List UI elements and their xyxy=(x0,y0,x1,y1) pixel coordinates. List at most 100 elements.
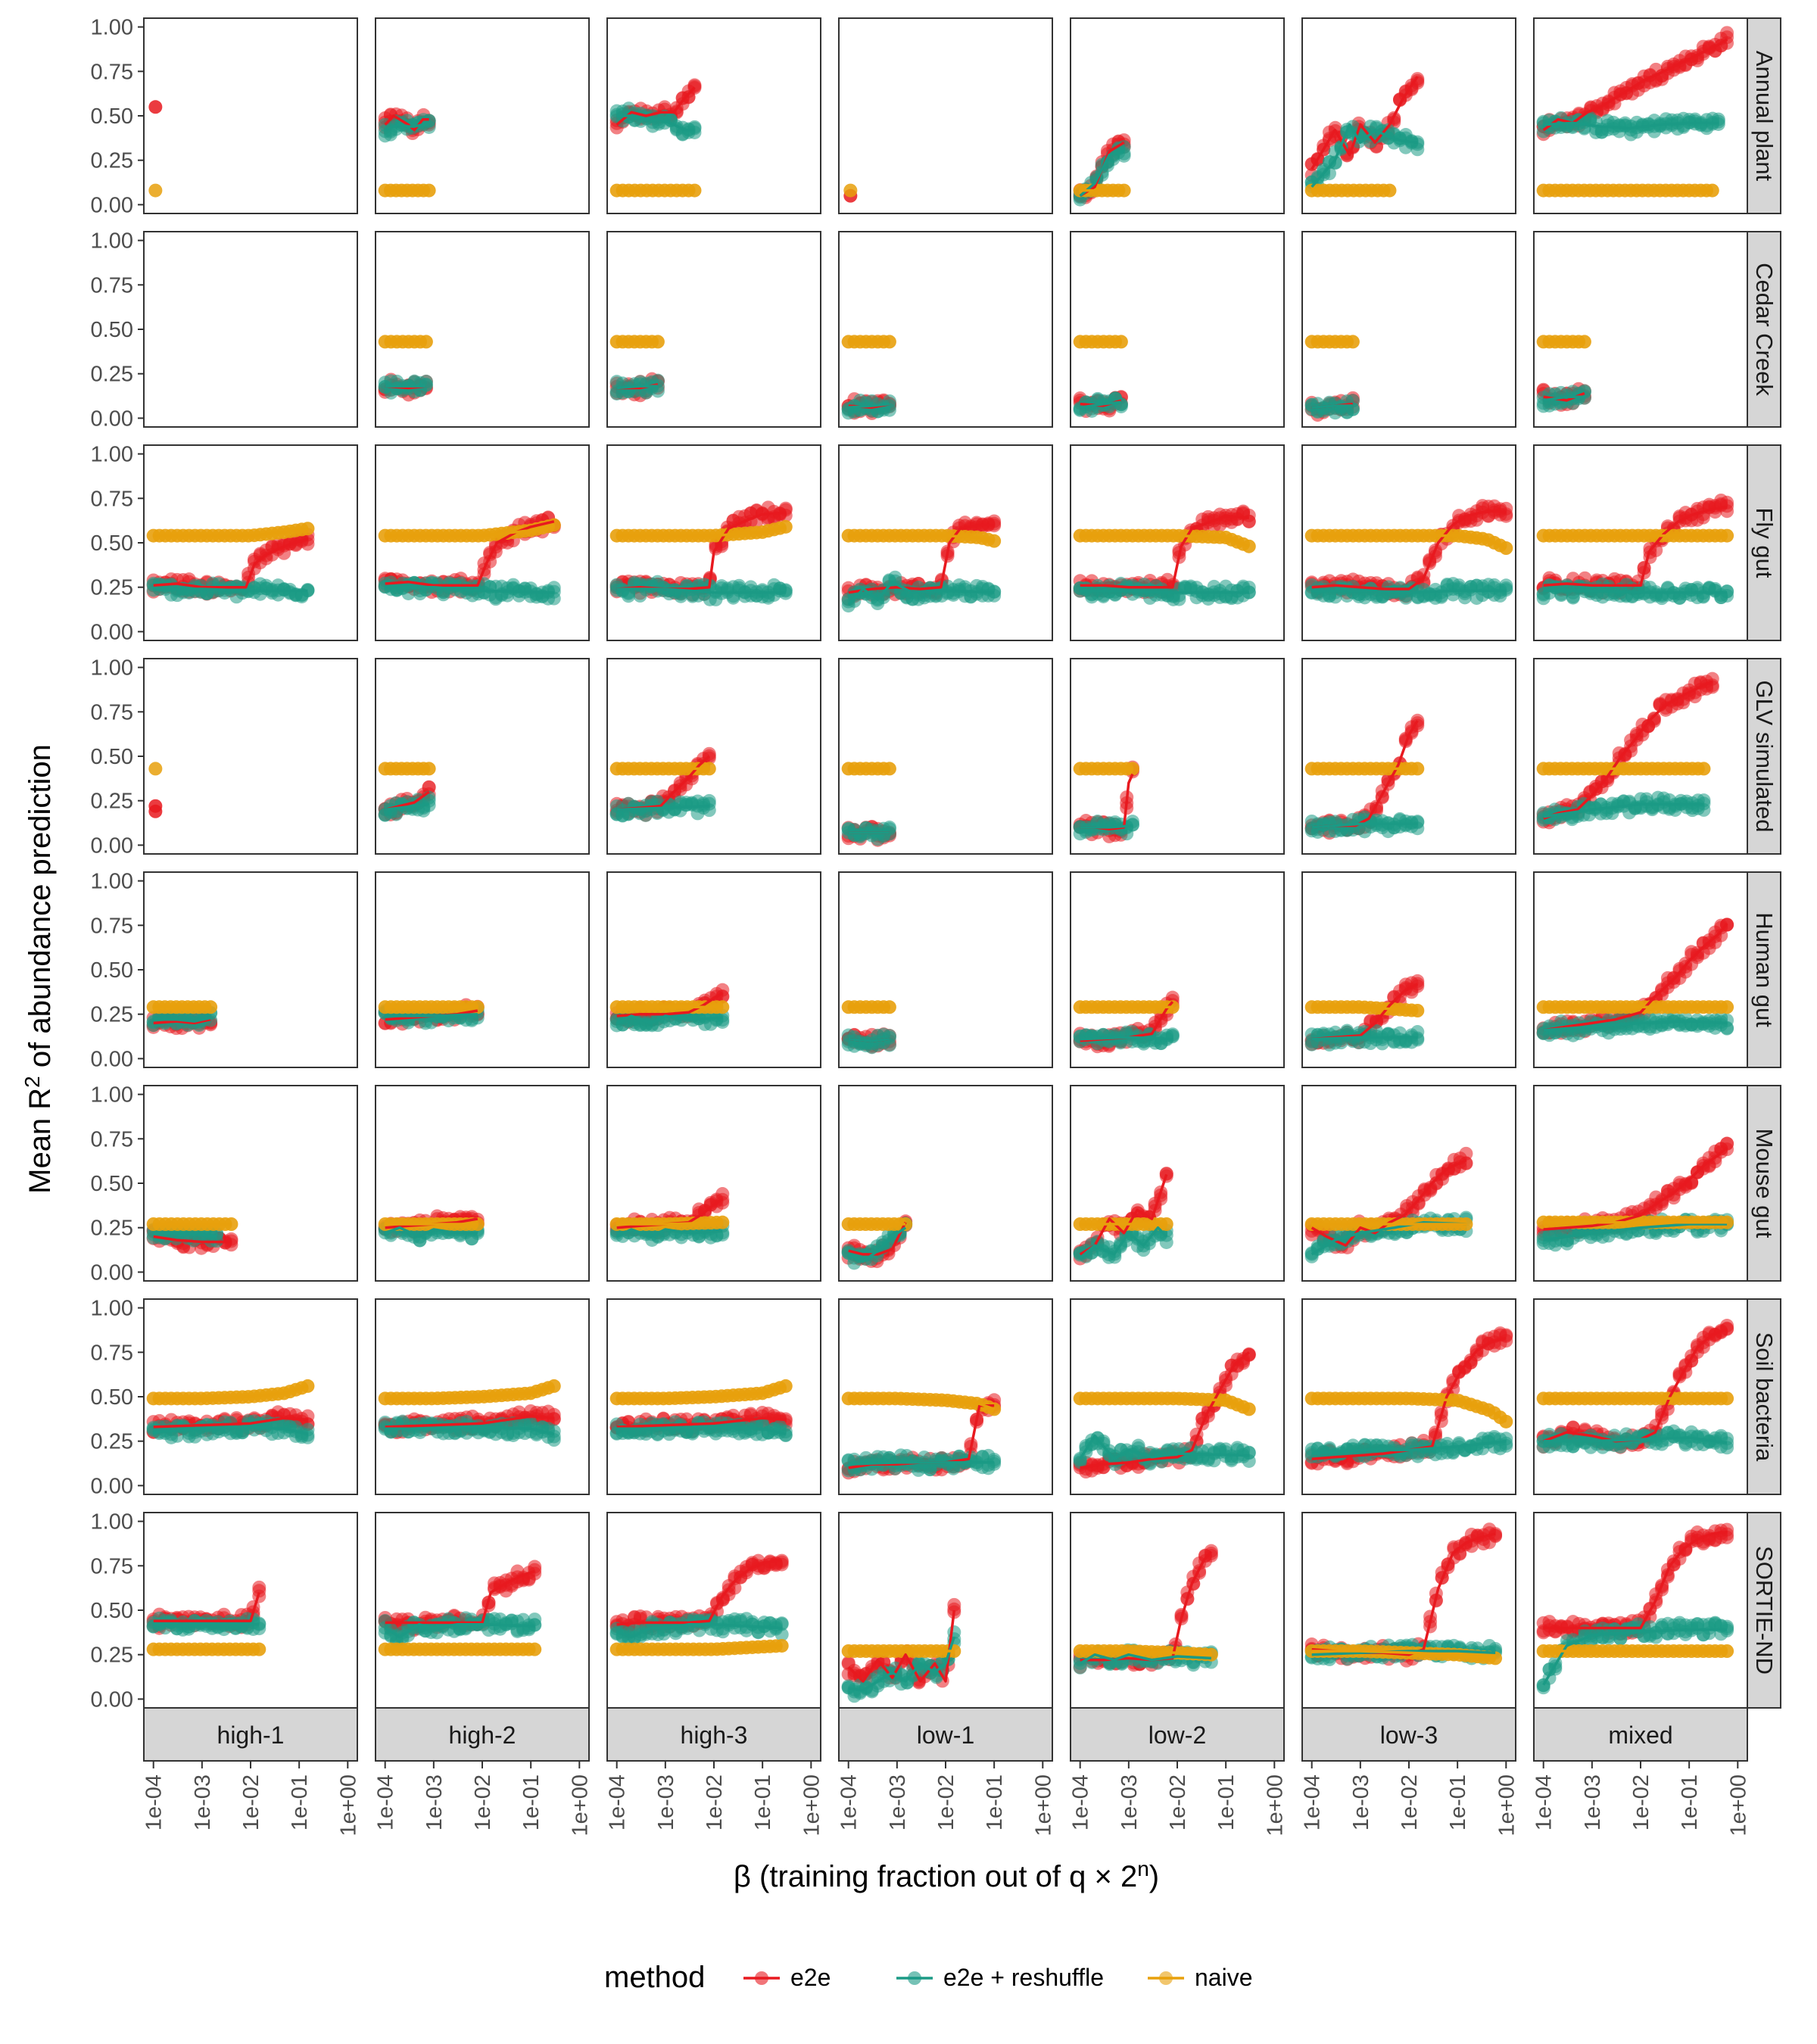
y-tick-label: 0.50 xyxy=(91,318,133,342)
line-e2e-reshuffle xyxy=(616,114,695,132)
col-strip-label: low-3 xyxy=(1380,1722,1438,1749)
row-strip-label: Fly gut xyxy=(1751,507,1778,578)
panel-data-annual-plant-low-2 xyxy=(1073,133,1131,207)
line-e2e-reshuffle xyxy=(1543,395,1585,402)
line-e2e-reshuffle xyxy=(1080,400,1122,410)
point-naive xyxy=(650,335,665,349)
y-tick-label: 1.00 xyxy=(91,870,133,894)
y-tick-label: 0.75 xyxy=(91,1341,133,1365)
point-e2e xyxy=(1410,73,1425,88)
y-tick-label: 1.00 xyxy=(91,1083,133,1108)
row-strip-label: Human gut xyxy=(1751,912,1778,1027)
line-e2e-reshuffle xyxy=(848,1037,890,1042)
y-tick-label: 0.25 xyxy=(91,363,133,387)
y-tick-label: 0.75 xyxy=(91,487,133,511)
point-e2e-reshuffle xyxy=(1117,146,1131,160)
point-naive xyxy=(1345,335,1360,349)
point-e2e xyxy=(1459,1146,1473,1161)
line-e2e xyxy=(384,114,429,132)
y-tick-label: 1.00 xyxy=(91,656,133,681)
x-tick-label: 1e-04 xyxy=(374,1774,398,1831)
x-tick-label: 1e-03 xyxy=(1117,1774,1142,1831)
col-strip xyxy=(1301,1707,1516,1762)
x-tick-label: 1e-03 xyxy=(654,1774,678,1831)
row-strip xyxy=(1747,871,1781,1068)
line-e2e-reshuffle xyxy=(616,385,658,390)
col-strip-label: high-2 xyxy=(449,1722,516,1749)
x-tick-label: 1e+00 xyxy=(1726,1774,1750,1836)
y-tick-label: 0.25 xyxy=(91,1217,133,1241)
x-tick-label: 1e-01 xyxy=(751,1774,775,1831)
x-tick-label: 1e-01 xyxy=(288,1774,312,1831)
y-tick-label: 0.00 xyxy=(91,1047,133,1071)
point-e2e xyxy=(148,100,163,114)
x-tick-label: 1e-01 xyxy=(1446,1774,1470,1831)
row-strip-label: Cedar Creek xyxy=(1751,263,1778,396)
x-tick-label: 1e-04 xyxy=(142,1774,167,1831)
x-tick-label: 1e-02 xyxy=(1629,1774,1653,1831)
point-e2e xyxy=(1499,501,1513,516)
col-strip xyxy=(143,1707,358,1762)
x-tick-label: 1e-02 xyxy=(239,1774,263,1831)
point-naive xyxy=(843,183,858,198)
y-tick-label: 0.50 xyxy=(91,958,133,983)
x-tick-label: 1e-04 xyxy=(606,1774,630,1831)
line-e2e xyxy=(153,537,308,589)
y-tick-label: 0.25 xyxy=(91,1003,133,1027)
line-e2e-reshuffle xyxy=(848,402,890,410)
col-strip-label: high-3 xyxy=(681,1722,748,1749)
y-tick-label: 0.25 xyxy=(91,149,133,173)
point-e2e xyxy=(1720,504,1734,519)
x-tick-label: 1e-03 xyxy=(886,1774,910,1831)
point-e2e-reshuffle xyxy=(778,584,793,598)
y-tick-label: 0.50 xyxy=(91,1385,133,1410)
line-e2e xyxy=(616,86,696,126)
y-tick-label: 0.75 xyxy=(91,1127,133,1151)
row-strip xyxy=(1747,444,1781,641)
row-strip xyxy=(1747,17,1781,214)
line-e2e-reshuffle xyxy=(1543,121,1719,130)
x-tick-label: 1e+00 xyxy=(568,1774,592,1836)
y-tick-label: 0.25 xyxy=(91,1644,133,1668)
line-e2e-reshuffle xyxy=(153,587,308,593)
panel-data-fly-gut-high-2 xyxy=(378,510,561,606)
panel-data-cedar-creek-high-2 xyxy=(378,335,433,402)
panel-mouse-gut-mixed xyxy=(1533,1085,1748,1282)
y-tick-label: 0.00 xyxy=(91,620,133,644)
point-e2e-reshuffle xyxy=(1114,397,1128,412)
panel-data-annual-plant-mixed xyxy=(1536,26,1734,198)
line-e2e-reshuffle xyxy=(1311,123,1418,189)
x-tick-label: 1e+00 xyxy=(336,1774,360,1836)
panel-cedar-creek-low-3 xyxy=(1301,231,1516,428)
row-strip xyxy=(1747,1085,1781,1282)
y-tick-label: 0.00 xyxy=(91,833,133,858)
y-tick-label: 0.25 xyxy=(91,1430,133,1454)
panel-mouse-gut-high-1 xyxy=(143,1085,358,1282)
point-e2e-reshuffle xyxy=(882,403,896,417)
row-strip-label: SORTIE-ND xyxy=(1751,1546,1778,1675)
col-strip-label: mixed xyxy=(1608,1722,1672,1749)
row-strip xyxy=(1747,231,1781,428)
row-strip xyxy=(1747,1512,1781,1709)
panel-data-annual-plant-high-3 xyxy=(609,78,702,198)
x-tick-label: 1e+00 xyxy=(1263,1774,1287,1836)
x-tick-label: 1e-02 xyxy=(471,1774,495,1831)
panel-data-annual-plant-high-2 xyxy=(378,107,436,198)
point-naive xyxy=(148,762,163,776)
x-tick-label: 1e-01 xyxy=(983,1774,1007,1831)
col-strip-label: high-1 xyxy=(217,1722,285,1749)
y-tick-label: 0.50 xyxy=(91,745,133,769)
panel-annual-plant-high-1 xyxy=(143,17,358,214)
y-tick-label: 1.00 xyxy=(91,443,133,467)
x-tick-label: 1e-04 xyxy=(1532,1774,1557,1831)
y-tick-label: 0.50 xyxy=(91,531,133,556)
x-tick-label: 1e-03 xyxy=(422,1774,447,1831)
panel-data-cedar-creek-high-3 xyxy=(609,335,665,403)
panel-cedar-creek-low-1 xyxy=(838,231,1053,428)
point-e2e-reshuffle xyxy=(687,125,702,139)
panel-data-human-gut-high-2 xyxy=(378,998,485,1031)
point-e2e-reshuffle xyxy=(650,379,665,393)
x-axis-title: β (training fraction out of q × 2n) xyxy=(734,1857,1159,1893)
point-naive xyxy=(1577,335,1591,349)
